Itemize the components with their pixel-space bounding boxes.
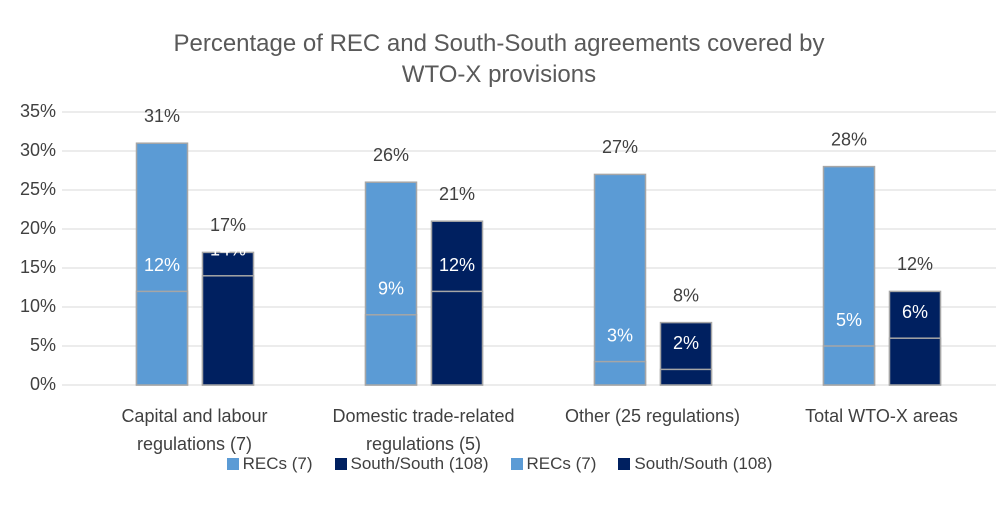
bar — [201, 275, 255, 386]
y-tick-label: 20% — [20, 218, 56, 238]
inner-value-label: 5% — [836, 310, 862, 330]
legend-item: South/South (108) — [618, 454, 772, 474]
legend-swatch — [226, 458, 239, 470]
legend-label: RECs (7) — [526, 454, 597, 473]
y-tick-label: 35% — [20, 101, 56, 121]
legend-item: South/South (108) — [334, 454, 489, 474]
y-tick-label: 25% — [20, 179, 56, 199]
inner-value-label: 12% — [439, 255, 475, 275]
legend-label: South/South (108) — [634, 454, 773, 473]
bar — [593, 360, 647, 386]
x-tick-label: Total WTO-X areas — [805, 406, 958, 426]
bar — [659, 368, 713, 386]
inner-value-label: 12% — [144, 255, 180, 275]
value-label: 27% — [602, 137, 638, 157]
y-tick-label: 10% — [20, 296, 56, 316]
bar — [364, 314, 418, 386]
value-label: 21% — [439, 184, 475, 204]
inner-value-label: 3% — [607, 325, 633, 345]
value-label: 12% — [897, 254, 933, 274]
legend-label: RECs (7) — [242, 454, 313, 473]
inner-value-label: 2% — [673, 333, 699, 353]
bar — [822, 345, 876, 386]
bar — [888, 337, 942, 386]
legend-label: South/South (108) — [350, 454, 489, 473]
inner-value-label: 6% — [902, 302, 928, 322]
value-label: 8% — [673, 285, 699, 305]
legend-item: RECs (7) — [226, 454, 313, 474]
x-tick-label: Capital and labour regulations (7) — [121, 406, 268, 454]
y-tick-label: 30% — [20, 140, 56, 160]
x-tick-label: Other (25 regulations) — [564, 406, 741, 426]
y-tick-label: 5% — [30, 335, 56, 355]
bar — [430, 290, 484, 386]
x-tick-label: Domestic trade-related regulations (5) — [332, 406, 515, 454]
y-tick-label: 15% — [20, 257, 56, 277]
y-tick-label: 0% — [30, 374, 56, 394]
bar — [593, 173, 647, 386]
value-label: 17% — [210, 215, 246, 235]
legend-swatch — [618, 458, 631, 470]
legend-swatch — [334, 458, 347, 470]
inner-value-label: 14% — [210, 240, 246, 260]
inner-value-label: 9% — [378, 279, 404, 299]
value-label: 28% — [831, 129, 867, 149]
value-label: 26% — [373, 145, 409, 165]
chart-title: Percentage of REC and South-South agreem… — [173, 30, 825, 88]
legend-swatch — [510, 458, 523, 470]
bar — [135, 290, 189, 386]
value-label: 31% — [144, 106, 180, 126]
legend: RECs (7) South/South (108) RECs (7) South/S… — [0, 454, 999, 474]
legend-item: RECs (7) — [510, 454, 597, 474]
